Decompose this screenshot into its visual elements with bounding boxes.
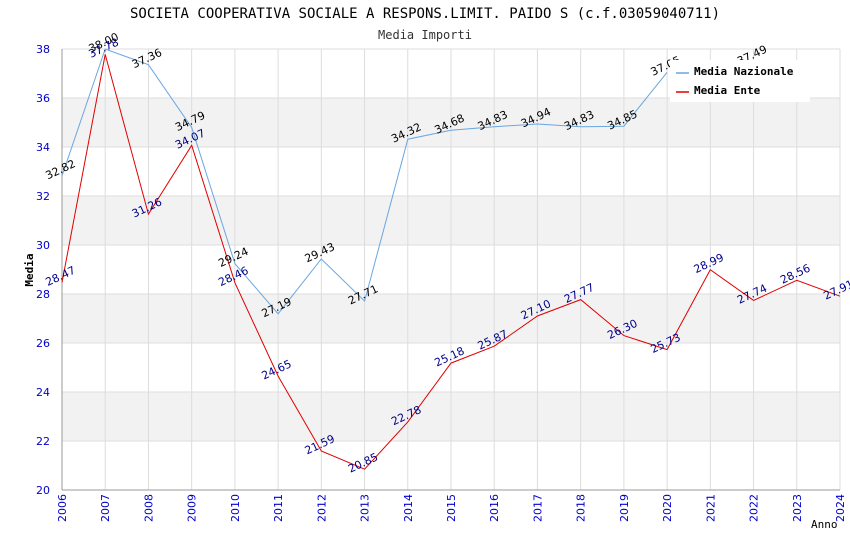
x-tick-label: 2016: [488, 494, 501, 522]
x-tick-label: 2024: [834, 494, 847, 522]
y-tick-label: 22: [36, 435, 50, 448]
x-tick-label: 2017: [531, 494, 544, 522]
y-tick-label: 26: [36, 337, 50, 350]
x-tick-label: 2011: [272, 494, 285, 522]
y-tick-label: 32: [36, 190, 50, 203]
y-tick-label: 30: [36, 239, 50, 252]
series-line-ente: [61, 54, 841, 470]
x-tick-label: 2023: [791, 494, 804, 522]
x-tick-label: 2009: [186, 494, 199, 522]
legend: Media Nazionale Media Ente: [670, 60, 810, 102]
x-tick-label: 2012: [315, 494, 328, 522]
legend-box: [670, 60, 810, 102]
y-tick-label: 20: [36, 484, 50, 497]
y-tick-label: 24: [36, 386, 50, 399]
x-tick-label: 2019: [618, 494, 631, 522]
x-tick-label: 2013: [359, 494, 372, 522]
x-tick-label: 2022: [748, 494, 761, 522]
chart-subtitle: Media Importi: [378, 28, 472, 42]
x-axis-label: Anno: [811, 518, 838, 531]
x-tick-label: 2014: [402, 494, 415, 522]
y-tick-labels: 20 22 24 26 28 30 32 34 36 38: [36, 43, 50, 497]
x-tick-label: 2020: [661, 494, 674, 522]
x-tick-label: 2015: [445, 494, 458, 522]
y-tick-label: 34: [36, 141, 50, 154]
x-tick-label: 2007: [99, 494, 112, 522]
x-tick-labels: 2006 2007 2008 2009 2010 2011 2012 2013 2014 2015…: [56, 494, 847, 522]
y-tick-label: 38: [36, 43, 50, 56]
x-tick-label: 2006: [56, 494, 69, 522]
x-tick-label: 2021: [704, 494, 717, 522]
chart-title: SOCIETA COOPERATIVA SOCIALE A RESPONS.LI…: [130, 6, 720, 22]
legend-label-ente: Media Ente: [694, 84, 761, 97]
y-axis-label: Media: [23, 253, 36, 286]
y-tick-label: 36: [36, 92, 50, 105]
x-tick-label: 2010: [229, 494, 242, 522]
x-tick-label: 2008: [142, 494, 155, 522]
series-lines: [61, 49, 841, 470]
y-tick-label: 28: [36, 288, 50, 301]
x-tick-label: 2018: [575, 494, 588, 522]
legend-label-nazionale: Media Nazionale: [694, 65, 794, 78]
axes: [61, 49, 840, 491]
